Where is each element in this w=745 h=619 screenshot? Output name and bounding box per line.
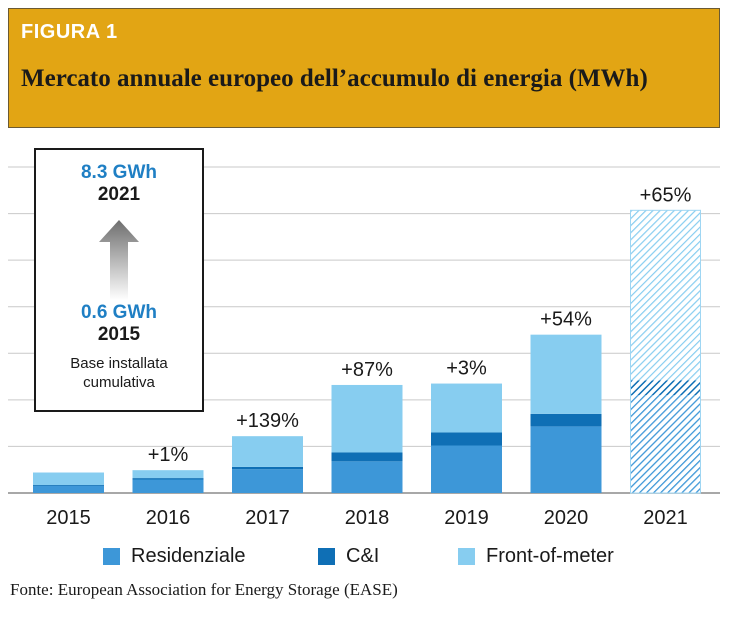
growth-labels: +1% +139% +87% +3% +54% +65% xyxy=(148,184,692,466)
bar-segment-front-of-meter xyxy=(530,334,602,414)
bar-segment-ci xyxy=(132,478,204,480)
x-tick-label: 2015 xyxy=(46,507,91,529)
bar-segment-ci xyxy=(331,452,403,462)
growth-label: +87% xyxy=(341,359,393,381)
chart-title: Mercato annuale europeo dell’accumulo di… xyxy=(21,65,648,92)
legend-swatch-ci xyxy=(318,548,335,565)
bar-segment-ci xyxy=(630,380,701,396)
bar-segment-front-of-meter xyxy=(33,472,104,486)
legend-item-front-of-meter: Front-of-meter xyxy=(458,545,614,568)
bar-segment-ci xyxy=(232,466,303,470)
x-tick-label: 2016 xyxy=(146,507,191,529)
bar-segment-ci xyxy=(431,432,502,446)
up-arrow-icon xyxy=(99,220,139,300)
legend-label: Residenziale xyxy=(131,545,246,567)
legend-swatch-front-of-meter xyxy=(458,548,475,565)
bar-segment-residential xyxy=(132,479,204,493)
legend: Residenziale C&I Front-of-meter xyxy=(0,545,745,569)
bottom-value: 0.6 GWh xyxy=(80,302,157,323)
legend-item-residential: Residenziale xyxy=(103,545,246,568)
growth-label: +1% xyxy=(148,444,189,466)
growth-label: +65% xyxy=(640,184,692,206)
bottom-year: 2015 xyxy=(97,324,141,345)
note-line-1: Base installata xyxy=(70,355,168,372)
bars xyxy=(33,209,701,494)
bar-segment-residential xyxy=(331,461,403,493)
bar-segment-residential xyxy=(33,486,104,493)
x-tick-label: 2019 xyxy=(444,507,489,529)
x-tick-label: 2020 xyxy=(544,507,589,529)
legend-swatch-residential xyxy=(103,548,120,565)
x-tick-label: 2018 xyxy=(345,507,390,529)
figure-header: FIGURA 1 Mercato annuale europeo dell’ac… xyxy=(8,8,720,128)
forecast-bar-outline xyxy=(630,209,701,494)
bar-segment-front-of-meter xyxy=(431,383,502,433)
top-year: 2021 xyxy=(97,184,141,205)
growth-label: +139% xyxy=(236,410,299,432)
legend-label: Front-of-meter xyxy=(486,545,614,567)
bar-segment-front-of-meter xyxy=(630,210,701,381)
growth-label: +54% xyxy=(540,309,592,331)
bar-segment-residential xyxy=(232,469,303,493)
x-tick-label: 2017 xyxy=(245,507,290,529)
x-axis-tick-labels: 2015 2016 2017 2018 2019 2020 2021 xyxy=(46,507,688,529)
cumulative-base-box: 8.3 GWh 2021 0.6 GWh 2015 Base installat… xyxy=(34,148,204,412)
bar-segment-residential xyxy=(431,445,502,493)
bar-segment-ci xyxy=(530,413,602,427)
top-value: 8.3 GWh xyxy=(80,162,157,183)
figure-label: FIGURA 1 xyxy=(21,21,118,43)
bar-segment-front-of-meter xyxy=(331,384,403,453)
bar-segment-front-of-meter xyxy=(232,436,303,467)
bar-segment-residential xyxy=(530,426,602,493)
legend-label: C&I xyxy=(346,545,380,567)
bar-segment-ci xyxy=(33,485,104,487)
source-note: Fonte: European Association for Energy S… xyxy=(10,580,398,599)
bar-segment-residential xyxy=(630,395,701,493)
growth-label: +3% xyxy=(446,358,487,380)
bar-segment-front-of-meter xyxy=(132,470,204,479)
note-line-2: cumulativa xyxy=(83,374,155,391)
legend-item-ci: C&I xyxy=(318,545,379,568)
x-tick-label: 2021 xyxy=(643,507,688,529)
